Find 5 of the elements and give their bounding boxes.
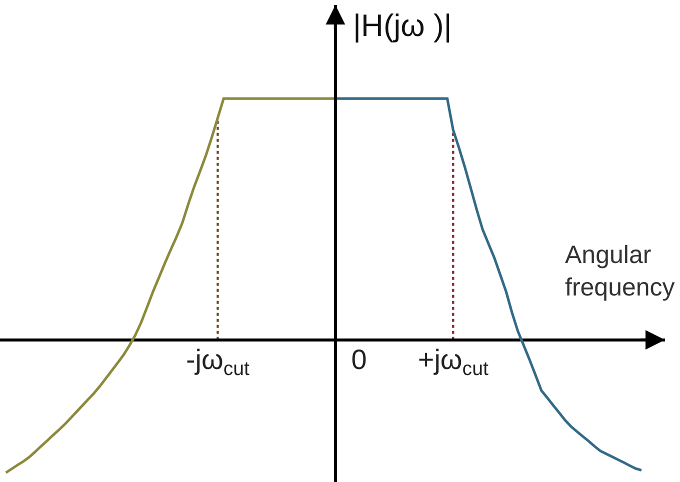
x-tick-label: +jω$_{cut}$ (418, 344, 489, 380)
x-axis-title: Angular frequency (565, 241, 676, 302)
x-tick-label: -jω$_{cut}$ (186, 344, 250, 380)
x-tick-label: 0 (351, 344, 367, 375)
y-axis-title: |H(jω )| (353, 8, 452, 43)
